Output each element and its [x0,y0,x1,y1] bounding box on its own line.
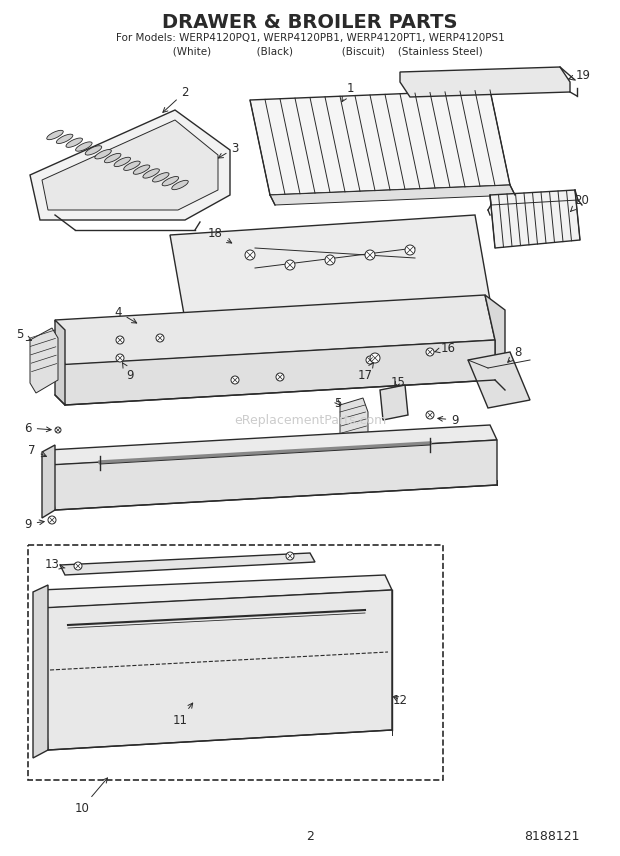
Polygon shape [42,445,55,518]
Text: 1: 1 [342,81,354,102]
Ellipse shape [123,161,140,170]
Polygon shape [33,585,48,758]
Polygon shape [380,385,408,420]
Polygon shape [485,295,505,390]
Ellipse shape [104,153,121,163]
Circle shape [366,356,374,364]
Ellipse shape [56,134,73,144]
Text: DRAWER & BROILER PARTS: DRAWER & BROILER PARTS [162,13,458,32]
Circle shape [276,373,284,381]
Text: 18: 18 [208,227,232,243]
Circle shape [426,348,434,356]
Text: 13: 13 [45,558,65,572]
Polygon shape [30,110,230,220]
Circle shape [426,411,434,419]
Polygon shape [490,190,580,248]
Polygon shape [30,328,58,393]
Polygon shape [40,590,392,750]
Polygon shape [55,295,495,365]
Text: 7: 7 [29,443,46,456]
Text: 2: 2 [163,86,188,112]
Text: 4: 4 [114,306,136,323]
Text: 20: 20 [570,193,590,211]
Bar [28,545,443,780]
Circle shape [156,334,164,342]
Text: 6: 6 [24,421,51,435]
Circle shape [74,562,82,570]
Circle shape [116,354,124,362]
Text: 3: 3 [218,141,239,158]
Polygon shape [48,425,497,465]
Circle shape [365,250,375,260]
Polygon shape [60,553,315,575]
Circle shape [48,516,56,524]
Circle shape [405,245,415,255]
Text: 8: 8 [508,346,521,362]
Polygon shape [42,120,218,210]
Polygon shape [55,340,495,405]
Polygon shape [170,215,490,320]
Circle shape [286,552,294,560]
Ellipse shape [85,146,102,155]
Polygon shape [48,440,497,510]
Ellipse shape [46,130,63,140]
Text: 11: 11 [172,703,193,727]
Polygon shape [40,575,392,608]
Text: 2: 2 [306,829,314,842]
Ellipse shape [66,138,82,147]
Text: 9: 9 [123,363,134,382]
Text: 5: 5 [16,329,32,342]
Ellipse shape [114,158,131,167]
Ellipse shape [76,142,92,152]
Polygon shape [55,320,65,405]
Polygon shape [400,67,570,97]
Text: 8188121: 8188121 [525,829,580,842]
Polygon shape [340,398,368,448]
Polygon shape [468,352,530,408]
Ellipse shape [172,181,188,190]
Circle shape [325,255,335,265]
Polygon shape [270,185,515,205]
Ellipse shape [143,169,159,178]
Text: 9: 9 [24,518,44,531]
Text: For Models: WERP4120PQ1, WERP4120PB1, WERP4120PT1, WERP4120PS1: For Models: WERP4120PQ1, WERP4120PB1, WE… [115,33,505,43]
Text: 9: 9 [438,413,459,426]
Text: 16: 16 [435,342,456,354]
Circle shape [285,260,295,270]
Ellipse shape [95,150,112,159]
Ellipse shape [133,165,150,175]
Text: (White)              (Black)               (Biscuit)    (Stainless Steel): (White) (Black) (Biscuit) (Stainless Ste… [137,46,483,56]
Text: 10: 10 [74,778,107,815]
Ellipse shape [162,176,179,186]
Text: 17: 17 [358,363,373,382]
Text: 15: 15 [391,376,405,389]
Circle shape [116,336,124,344]
Ellipse shape [153,173,169,182]
Circle shape [370,353,380,363]
Text: eReplacementParts.com: eReplacementParts.com [234,413,386,426]
Polygon shape [250,90,510,195]
Circle shape [231,376,239,384]
Circle shape [245,250,255,260]
Text: 19: 19 [569,68,590,81]
Text: 5: 5 [334,396,342,409]
Circle shape [55,427,61,433]
Text: 12: 12 [392,693,407,706]
